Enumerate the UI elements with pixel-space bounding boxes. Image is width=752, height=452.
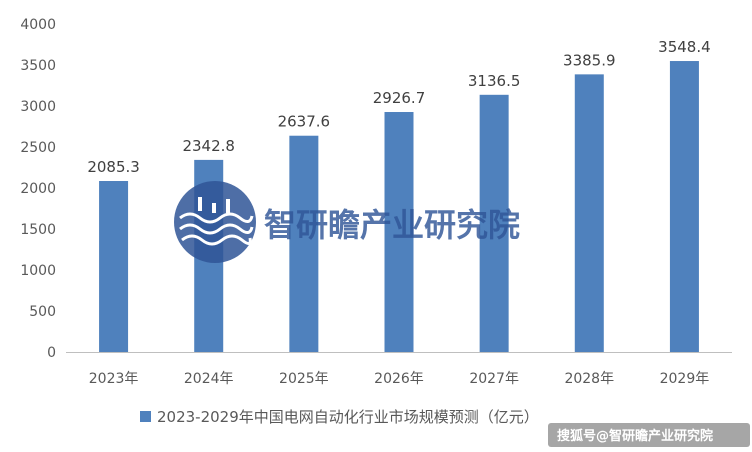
y-tick-label: 0 xyxy=(47,345,56,361)
x-tick-label: 2023年 xyxy=(89,371,139,387)
bar-2023年 xyxy=(99,181,129,352)
legend-swatch xyxy=(140,411,151,422)
y-tick-label: 1000 xyxy=(20,263,56,279)
y-tick-label: 3000 xyxy=(20,99,56,115)
y-tick-label: 500 xyxy=(29,304,56,320)
y-axis-ticks: 0 500 1000 1500 2000 2500 3000 3500 4000 xyxy=(20,17,56,361)
legend: 2023-2029年中国电网自动化行业市场规模预测（亿元） xyxy=(140,408,539,426)
y-tick-label: 2000 xyxy=(20,181,56,197)
x-tick-label: 2028年 xyxy=(564,371,614,387)
x-axis-ticks: 2023年 2024年 2025年 2026年 2027年 2028年 2029年 xyxy=(89,371,709,387)
data-label: 2926.7 xyxy=(373,89,426,107)
y-tick-label: 4000 xyxy=(20,17,56,33)
y-tick-label: 1500 xyxy=(20,222,56,238)
bar-2028年 xyxy=(574,74,604,352)
data-label: 3136.5 xyxy=(468,72,521,90)
bar-2026年 xyxy=(384,112,414,353)
y-tick-label: 3500 xyxy=(20,58,56,74)
bar-2025年 xyxy=(289,135,319,352)
x-tick-label: 2024年 xyxy=(184,371,234,387)
watermark-logo-icon xyxy=(174,181,256,263)
data-label: 2637.6 xyxy=(278,113,331,131)
x-tick-label: 2029年 xyxy=(660,371,710,387)
bar-2027年 xyxy=(479,94,509,352)
data-label: 3548.4 xyxy=(658,38,711,56)
legend-label: 2023-2029年中国电网自动化行业市场规模预测（亿元） xyxy=(157,408,539,426)
watermark-text: 智研瞻产业研究院 xyxy=(264,206,520,244)
credit-text: 搜狐号@智研瞻产业研究院 xyxy=(557,428,713,444)
data-label: 2085.3 xyxy=(87,158,140,176)
data-label: 2342.8 xyxy=(182,137,235,155)
x-tick-label: 2025年 xyxy=(279,371,329,387)
y-tick-label: 2500 xyxy=(20,140,56,156)
watermark: 智研瞻产业研究院 xyxy=(174,181,520,263)
bar-2029年 xyxy=(669,61,699,353)
data-labels: 2085.3 2342.8 2637.6 2926.7 3136.5 3385.9 3548… xyxy=(87,38,710,176)
credit-badge: 搜狐号@智研瞻产业研究院 xyxy=(548,423,750,447)
x-tick-label: 2027年 xyxy=(469,371,519,387)
data-label: 3385.9 xyxy=(563,51,616,69)
x-tick-label: 2026年 xyxy=(374,371,424,387)
